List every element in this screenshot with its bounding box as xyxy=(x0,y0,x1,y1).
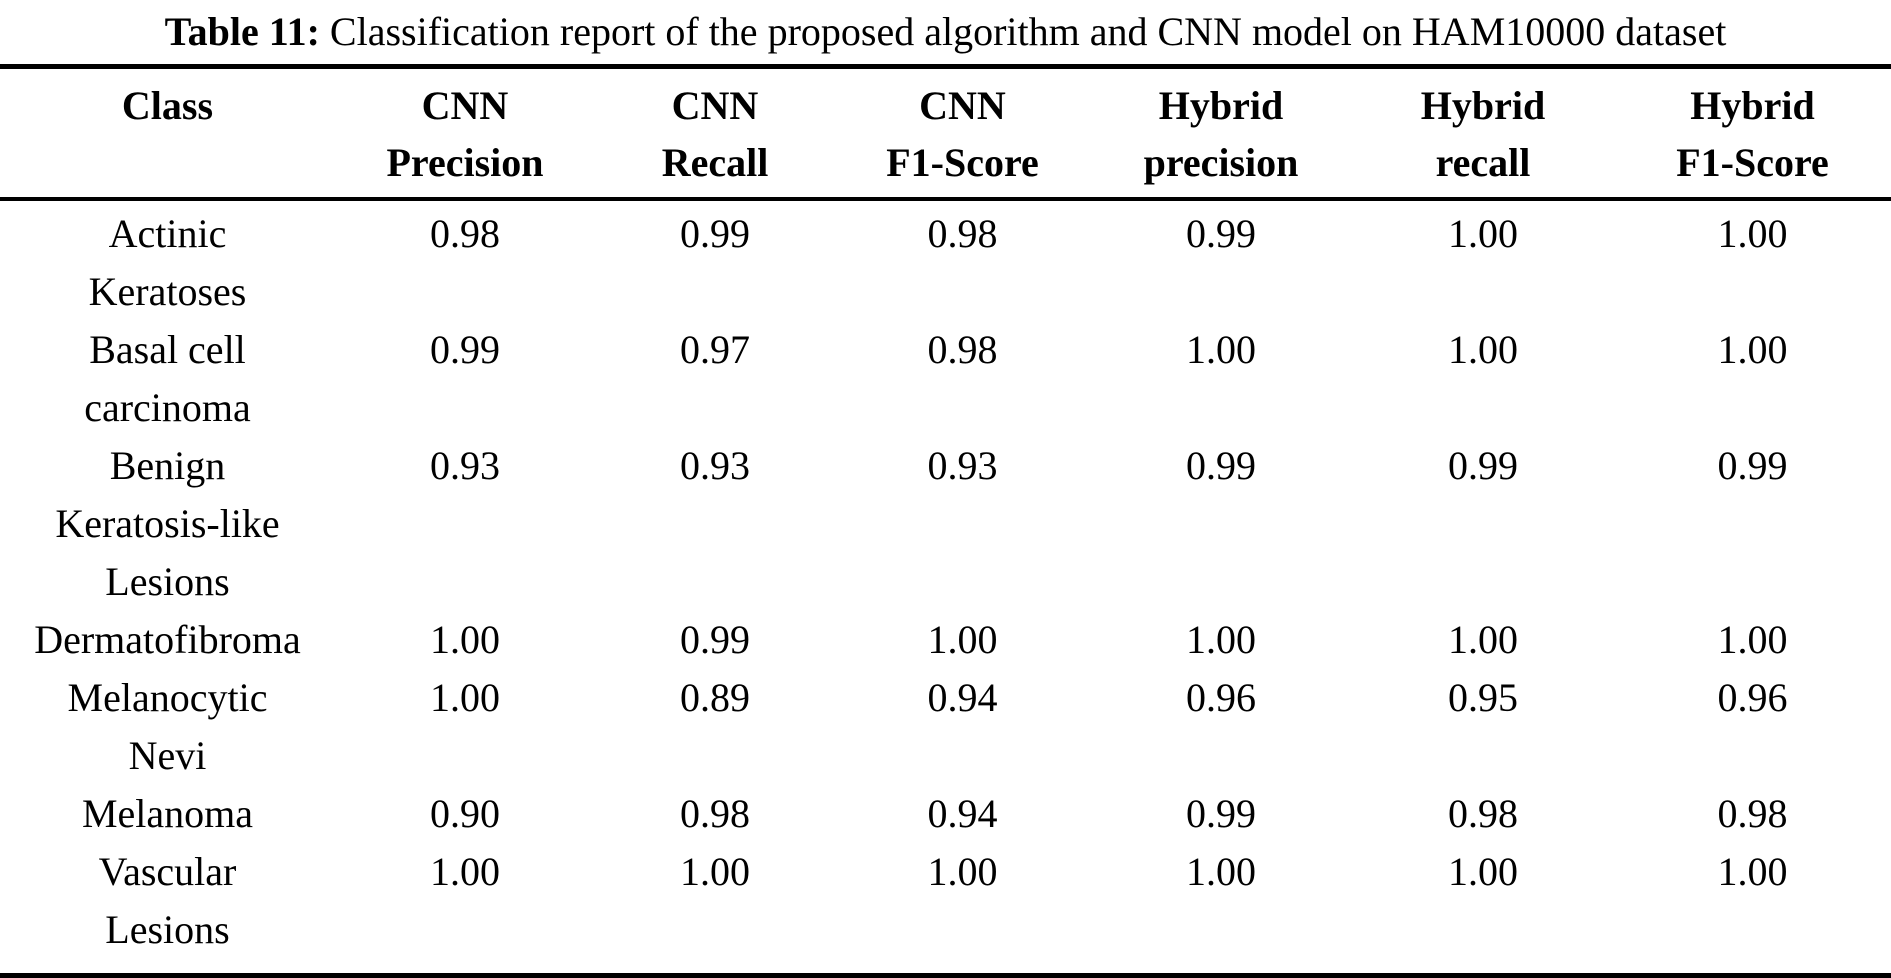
class-name-cell: Melanoma xyxy=(81,791,254,836)
metric-value-cell: 0.94 xyxy=(927,675,998,720)
metric-value-cell: 0.98 xyxy=(927,327,998,372)
metric-value-cell: 0.96 xyxy=(1717,675,1788,720)
column-header-hybrid-f1-score: Hybrid F1-Score xyxy=(1614,66,1891,201)
table-row: Dermatofibroma 1.00 0.99 1.00 1.00 1.00 1.00 xyxy=(0,611,1891,669)
column-header-cnn-recall: CNN Recall xyxy=(595,66,835,201)
metric-value-cell: 0.98 xyxy=(680,791,750,836)
metric-value-cell: 0.99 xyxy=(430,327,500,372)
class-name-cell: Melanocytic Nevi xyxy=(67,675,268,778)
metric-value-cell: 0.98 xyxy=(1717,791,1788,836)
metric-value-cell: 0.95 xyxy=(1448,675,1518,720)
class-name-cell: Benign Keratosis-like Lesions xyxy=(55,443,280,604)
metric-value-cell: 0.93 xyxy=(430,443,500,488)
metric-value-cell: 0.93 xyxy=(680,443,750,488)
table-row: Vascular Lesions 1.00 1.00 1.00 1.00 1.00 1.00 xyxy=(0,843,1891,976)
metric-value-cell: 0.94 xyxy=(927,791,998,836)
metric-value-cell: 0.99 xyxy=(1186,443,1256,488)
metric-value-cell: 1.00 xyxy=(680,849,750,894)
metric-value-cell: 0.90 xyxy=(430,791,500,836)
metric-value-cell: 1.00 xyxy=(1717,849,1788,894)
metric-value-cell: 0.97 xyxy=(680,327,750,372)
metric-value-cell: 0.99 xyxy=(1186,791,1256,836)
metric-value-cell: 1.00 xyxy=(1717,327,1788,372)
table-row: Benign Keratosis-like Lesions 0.93 0.93 0.9… xyxy=(0,437,1891,611)
column-header-cnn-f1-score: CNN F1-Score xyxy=(835,66,1090,201)
table-row: Actinic Keratoses 0.98 0.99 0.98 0.99 1.00 1.0… xyxy=(0,199,1891,321)
metric-value-cell: 1.00 xyxy=(927,617,998,662)
metric-value-cell: 1.00 xyxy=(1448,617,1518,662)
metric-value-cell: 1.00 xyxy=(1717,211,1788,256)
column-header-hybrid-precision: Hybrid precision xyxy=(1090,66,1352,201)
metric-value-cell: 1.00 xyxy=(1448,327,1518,372)
table-caption-text: Classification report of the proposed al… xyxy=(329,9,1727,54)
metric-value-cell: 1.00 xyxy=(927,849,998,894)
metric-value-cell: 1.00 xyxy=(430,849,500,894)
table-header-row: Class CNN Precision CNN Recall CNN F1-Score… xyxy=(0,66,1891,201)
metric-value-cell: 0.93 xyxy=(927,443,998,488)
metric-value-cell: 1.00 xyxy=(1448,849,1518,894)
table-header: Class CNN Precision CNN Recall CNN F1-Score… xyxy=(0,66,1891,201)
column-header-hybrid-recall: Hybrid recall xyxy=(1352,66,1614,201)
metric-value-cell: 0.99 xyxy=(680,211,750,256)
table-caption-label: Table 11: xyxy=(164,9,320,54)
metric-value-cell: 1.00 xyxy=(1186,849,1256,894)
column-header-class: Class xyxy=(0,66,335,201)
metric-value-cell: 0.98 xyxy=(430,211,500,256)
metric-value-cell: 1.00 xyxy=(1186,327,1256,372)
metric-value-cell: 0.89 xyxy=(680,675,750,720)
class-name-cell: Vascular Lesions xyxy=(98,849,237,952)
metric-value-cell: 1.00 xyxy=(430,675,500,720)
metric-value-cell: 0.96 xyxy=(1186,675,1256,720)
metric-value-cell: 1.00 xyxy=(1186,617,1256,662)
metric-value-cell: 0.99 xyxy=(1186,211,1256,256)
metric-value-cell: 1.00 xyxy=(1448,211,1518,256)
metric-value-cell: 1.00 xyxy=(1717,617,1788,662)
classification-report-table: Class CNN Precision CNN Recall CNN F1-Score… xyxy=(0,64,1891,978)
column-header-cnn-precision: CNN Precision xyxy=(335,66,595,201)
metric-value-cell: 0.99 xyxy=(1448,443,1518,488)
metric-value-cell: 0.98 xyxy=(927,211,998,256)
metric-value-cell: 0.99 xyxy=(1717,443,1788,488)
class-name-cell: Dermatofibroma xyxy=(34,617,301,662)
metric-value-cell: 0.99 xyxy=(680,617,750,662)
table-row: Basal cell carcinoma 0.99 0.97 0.98 1.00 1.00… xyxy=(0,321,1891,437)
table-body: Actinic Keratoses 0.98 0.99 0.98 0.99 1.00 1.0… xyxy=(0,199,1891,976)
class-name-cell: Actinic Keratoses xyxy=(88,211,247,314)
class-name-cell: Basal cell carcinoma xyxy=(84,327,251,430)
metric-value-cell: 1.00 xyxy=(430,617,500,662)
table-row: Melanoma 0.90 0.98 0.94 0.99 0.98 0.98 xyxy=(0,785,1891,843)
metric-value-cell: 0.98 xyxy=(1448,791,1518,836)
table-row: Melanocytic Nevi 1.00 0.89 0.94 0.96 0.95 0.96 xyxy=(0,669,1891,785)
table-caption: Table 11: Classification report of the p… xyxy=(0,0,1891,56)
